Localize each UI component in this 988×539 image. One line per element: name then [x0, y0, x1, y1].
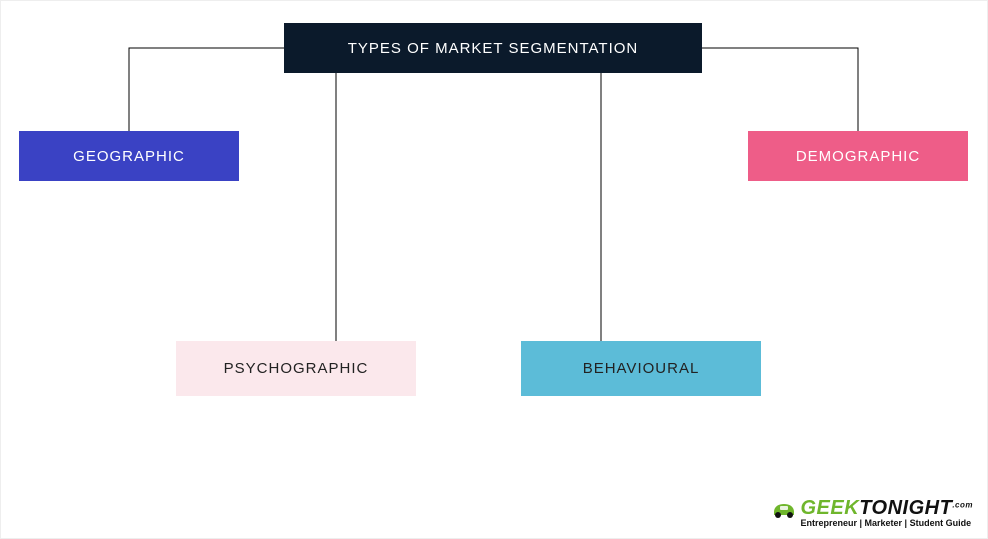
logo-text: GEEKTONIGHT.com — [801, 497, 974, 520]
car-icon — [771, 499, 797, 519]
title-node: TYPES OF MARKET SEGMENTATION — [284, 23, 702, 73]
child-node-psychographic: PSYCHOGRAPHIC — [176, 341, 416, 396]
child-node-demographic: DEMOGRAPHIC — [748, 131, 968, 181]
title-label: TYPES OF MARKET SEGMENTATION — [348, 40, 639, 57]
child-label: GEOGRAPHIC — [73, 148, 185, 165]
child-node-geographic: GEOGRAPHIC — [19, 131, 239, 181]
child-label: PSYCHOGRAPHIC — [224, 360, 369, 377]
child-label: DEMOGRAPHIC — [796, 148, 920, 165]
child-label: BEHAVIOURAL — [583, 360, 700, 377]
logo-tonight: TONIGHT — [859, 497, 952, 519]
logo-tagline: Entrepreneur | Marketer | Student Guide — [801, 518, 974, 528]
diagram-canvas: TYPES OF MARKET SEGMENTATION GEOGRAPHIC … — [0, 0, 988, 539]
child-node-behavioural: BEHAVIOURAL — [521, 341, 761, 396]
logo-geek: GEEK — [801, 497, 860, 519]
watermark-logo: GEEKTONIGHT.com Entrepreneur | Marketer … — [771, 497, 974, 528]
logo-suffix: .com — [952, 501, 973, 510]
connector-lines — [1, 1, 988, 539]
